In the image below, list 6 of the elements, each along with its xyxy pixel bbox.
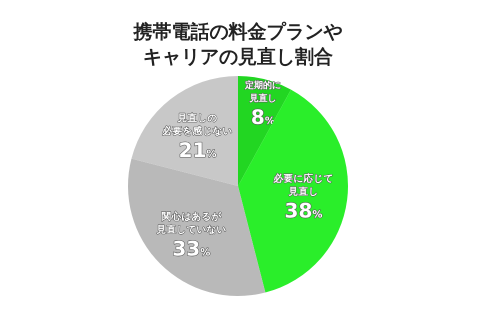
- chart-title: 携帯電話の料金プランやキャリアの見直し割合: [132, 21, 342, 68]
- slice-label: 関心はあるが見直していない: [155, 210, 226, 236]
- data-label: 38%: [284, 198, 322, 222]
- data-label: 33%: [172, 236, 210, 261]
- slice-label: 必要に応じて見直し: [272, 172, 334, 198]
- data-label: 21%: [178, 138, 216, 162]
